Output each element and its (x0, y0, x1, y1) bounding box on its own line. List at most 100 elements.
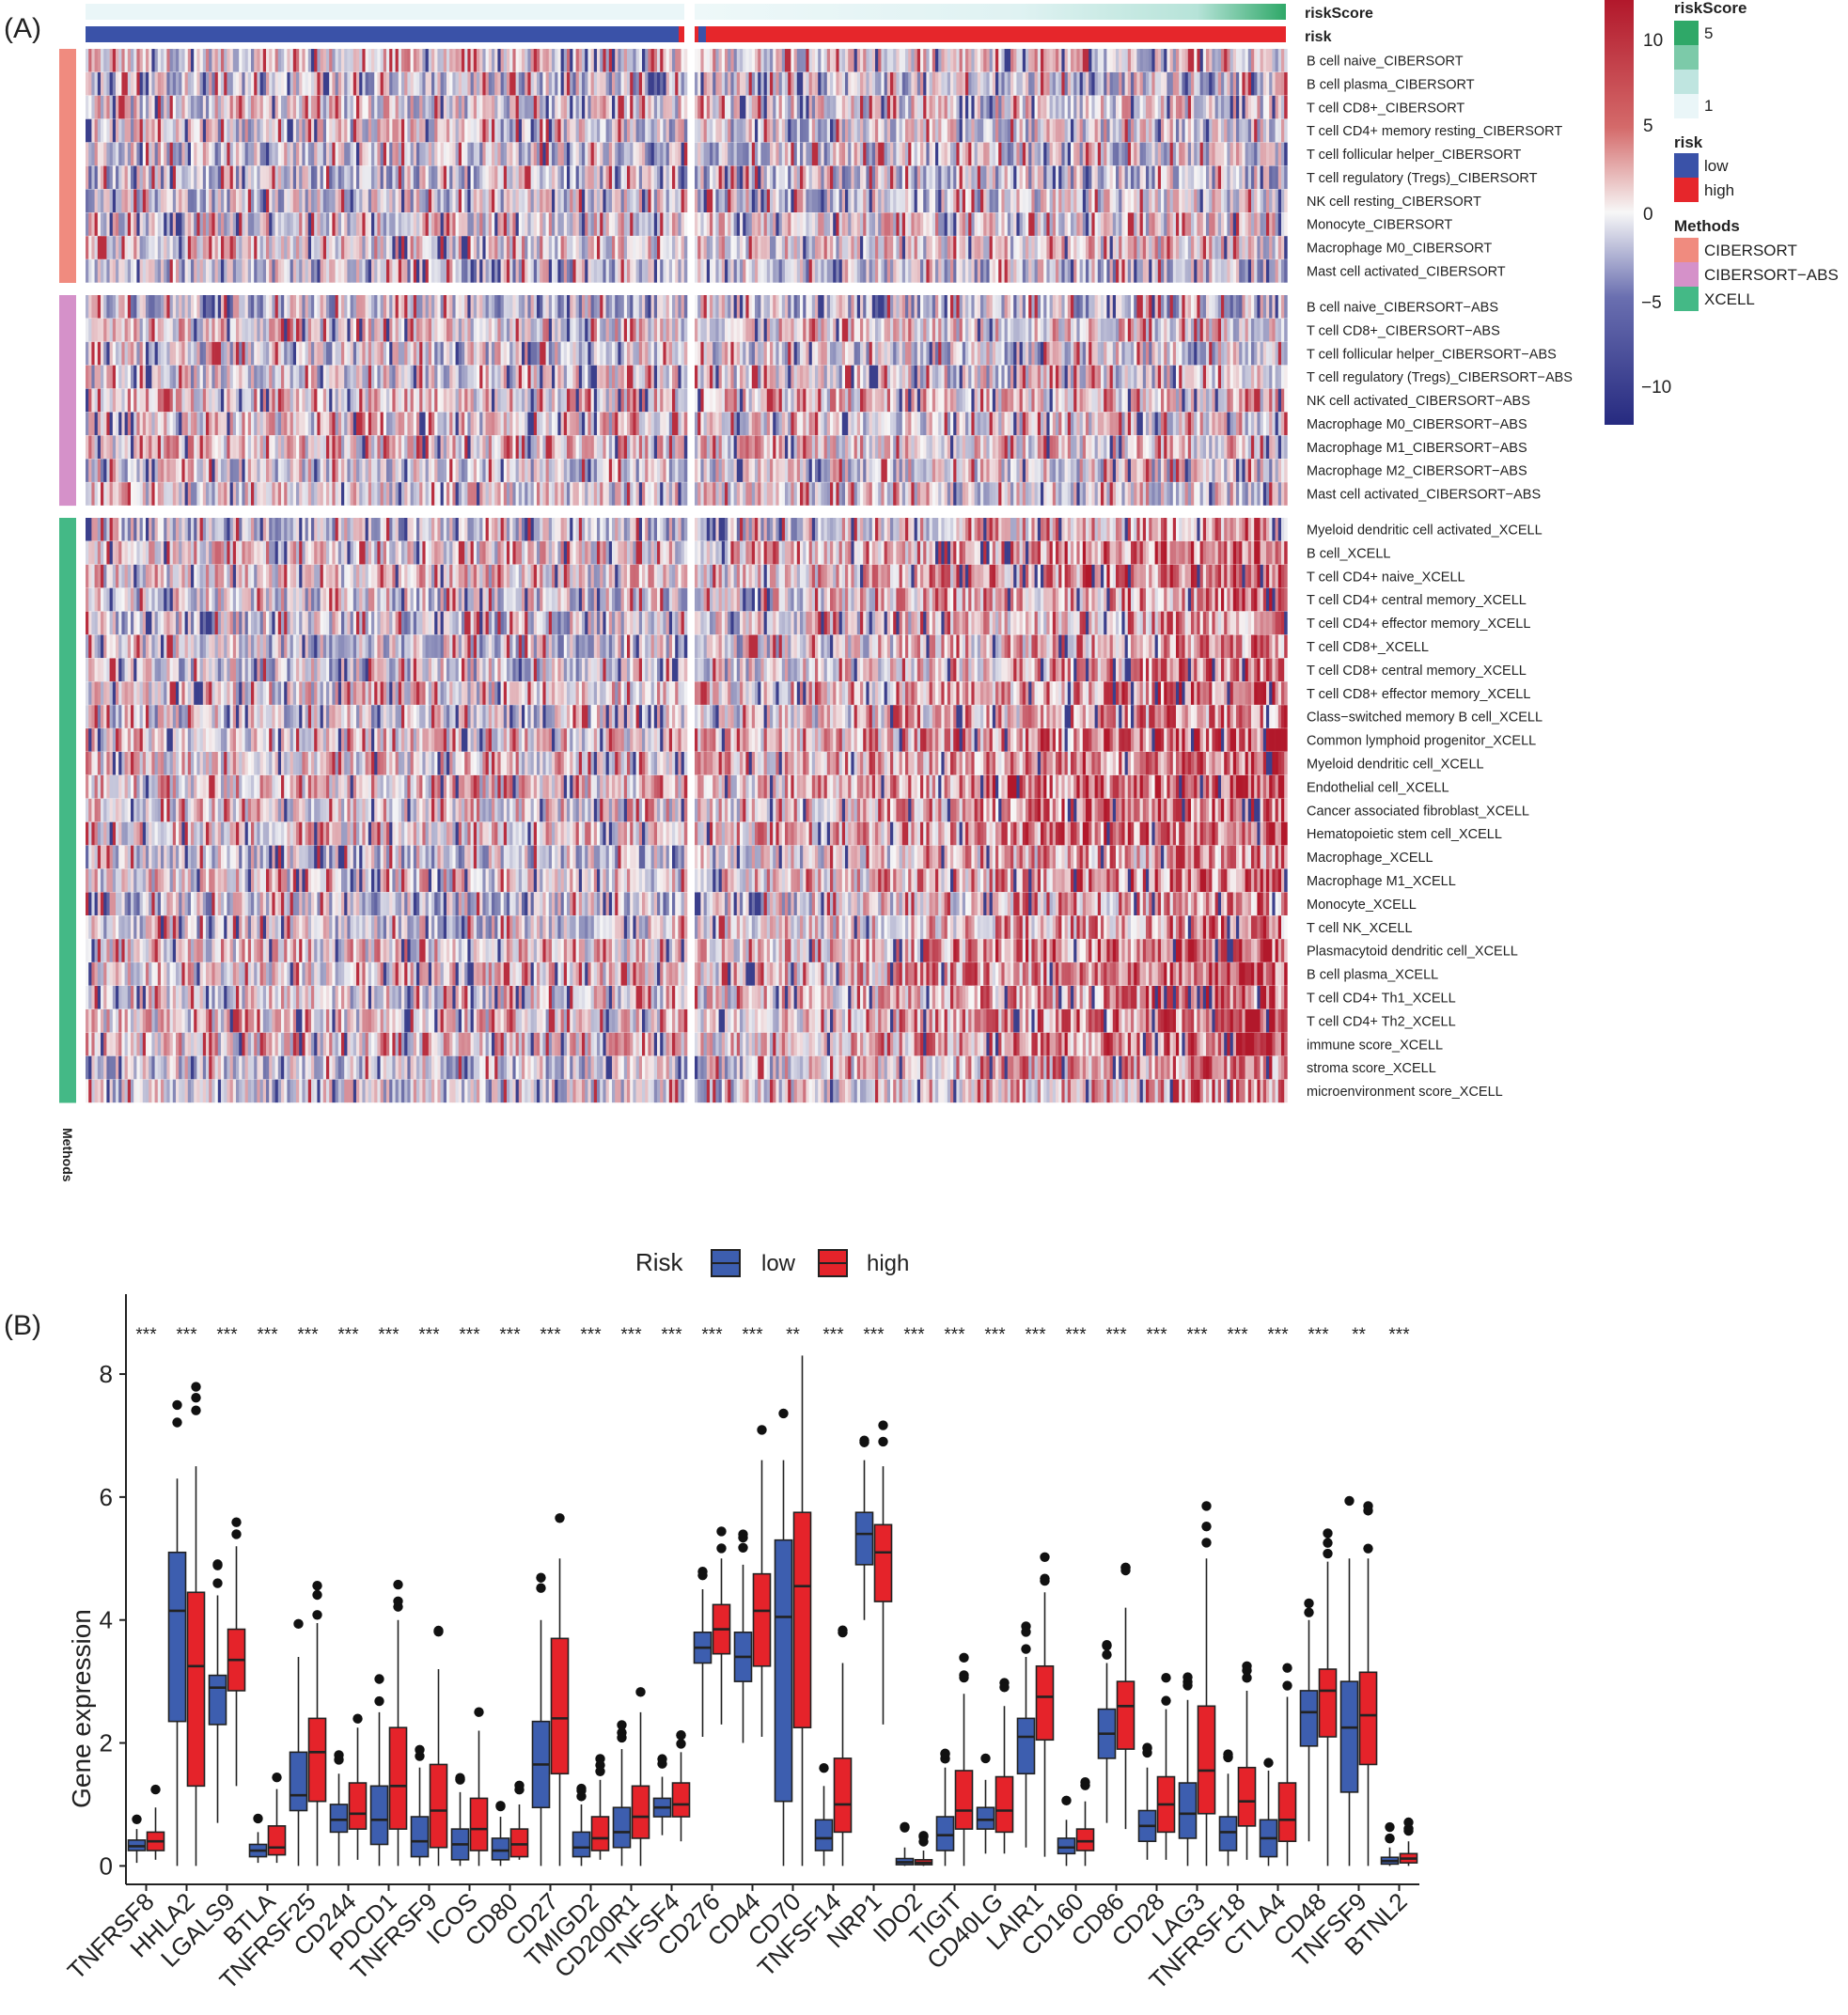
heatmap-cell (1058, 71, 1062, 96)
heatmap-cell (908, 49, 912, 72)
heatmap-cell (833, 236, 837, 259)
heatmap-cell (914, 318, 918, 342)
heatmap-cell (431, 259, 435, 283)
heatmap-cell (540, 165, 543, 190)
heatmap-cell (136, 71, 140, 96)
heatmap-cell (962, 49, 966, 72)
heatmap-cell (196, 118, 200, 143)
heatmap-cell (131, 49, 134, 72)
heatmap-cell (1086, 142, 1089, 166)
heatmap-cell (371, 95, 375, 119)
heatmap-cell (1221, 318, 1225, 342)
heatmap-cell (1091, 236, 1095, 259)
heatmap-cell (1251, 189, 1255, 212)
heatmap-cell (590, 95, 595, 119)
heatmap-cell (608, 341, 613, 366)
heatmap-cell (1154, 142, 1159, 166)
heatmap-cell (575, 165, 580, 190)
heatmap-cell (161, 236, 164, 259)
heatmap-cell (901, 189, 906, 212)
heatmap-cell (154, 95, 159, 119)
heatmap-cell (593, 189, 598, 212)
heatmap-cell (479, 259, 483, 283)
heatmap-cell (404, 236, 408, 259)
heatmap-cell (449, 189, 453, 212)
heatmap-cell (257, 95, 260, 119)
heatmap-cell (488, 118, 493, 143)
heatmap-cell (755, 189, 759, 212)
heatmap-cell (800, 318, 804, 342)
heatmap-cell (1202, 71, 1207, 96)
heatmap-cell (932, 118, 936, 143)
heatmap-cell (916, 259, 921, 283)
heatmap-cell (1086, 95, 1089, 119)
heatmap-cell (124, 189, 129, 212)
heatmap-cell (326, 49, 330, 72)
heatmap-cell (830, 318, 834, 342)
heatmap-cell (462, 118, 465, 143)
heatmap-cell (131, 212, 134, 236)
heatmap-cell (455, 259, 460, 283)
heatmap-cell (88, 71, 92, 96)
heatmap-cell (116, 95, 119, 119)
heatmap-cell (1197, 142, 1200, 166)
heatmap-cell (944, 95, 948, 119)
heatmap-cell (1001, 212, 1005, 236)
heatmap-cell (627, 95, 631, 119)
heatmap-cell (307, 189, 312, 212)
heatmap-cell (109, 118, 114, 143)
heatmap-cell (116, 71, 119, 96)
heatmap-cell (1064, 295, 1069, 319)
heatmap-cell (103, 165, 107, 190)
heatmap-cell (176, 295, 180, 319)
heatmap-cell (683, 212, 688, 236)
heatmap-cell (648, 236, 651, 259)
heatmap-cell (713, 189, 716, 212)
heatmap-cell (587, 71, 591, 96)
heatmap-cell (431, 95, 435, 119)
heatmap-cell (1106, 259, 1110, 283)
heatmap-cell (941, 142, 945, 166)
heatmap-cell (109, 341, 114, 366)
heatmap-cell (977, 189, 981, 212)
heatmap-cell (242, 212, 245, 236)
heatmap-cell (292, 259, 297, 283)
heatmap-cell (1262, 236, 1267, 259)
heatmap-cell (322, 341, 327, 366)
heatmap-cell (191, 95, 195, 119)
heatmap-cell (666, 118, 670, 143)
heatmap-cell (1176, 118, 1180, 143)
heatmap-cell (1209, 259, 1213, 283)
heatmap-cell (488, 165, 493, 190)
heatmap-cell (1028, 49, 1032, 72)
heatmap-cell (1136, 118, 1140, 143)
heatmap-cell (1169, 318, 1174, 342)
heatmap-cell (179, 212, 182, 236)
heatmap-cell (347, 118, 351, 143)
heatmap-cell (743, 118, 746, 143)
heatmap-cell (914, 259, 918, 283)
heatmap-cell (169, 236, 174, 259)
heatmap-cell (1094, 212, 1099, 236)
heatmap-cell (914, 118, 918, 143)
heatmap-cell (124, 259, 129, 283)
heatmap-cell (1229, 318, 1234, 342)
heatmap-cell (344, 189, 348, 212)
heatmap-cell (1004, 318, 1009, 342)
heatmap-cell (359, 71, 363, 96)
heatmap-cell (1119, 212, 1122, 236)
heatmap-cell (1187, 49, 1192, 72)
heatmap-cell (1056, 189, 1059, 212)
heatmap-cell (830, 165, 834, 190)
heatmap-cell (821, 236, 824, 259)
heatmap-cell (206, 236, 210, 259)
heatmap-cell (758, 341, 761, 366)
heatmap-cell (992, 212, 996, 236)
heatmap-cell (470, 142, 475, 166)
heatmap-cell (1224, 142, 1228, 166)
heatmap-cell (1262, 212, 1267, 236)
heatmap-cell (965, 142, 969, 166)
heatmap-cell (1275, 259, 1279, 283)
heatmap-cell (431, 165, 435, 190)
heatmap-cell (109, 95, 114, 119)
